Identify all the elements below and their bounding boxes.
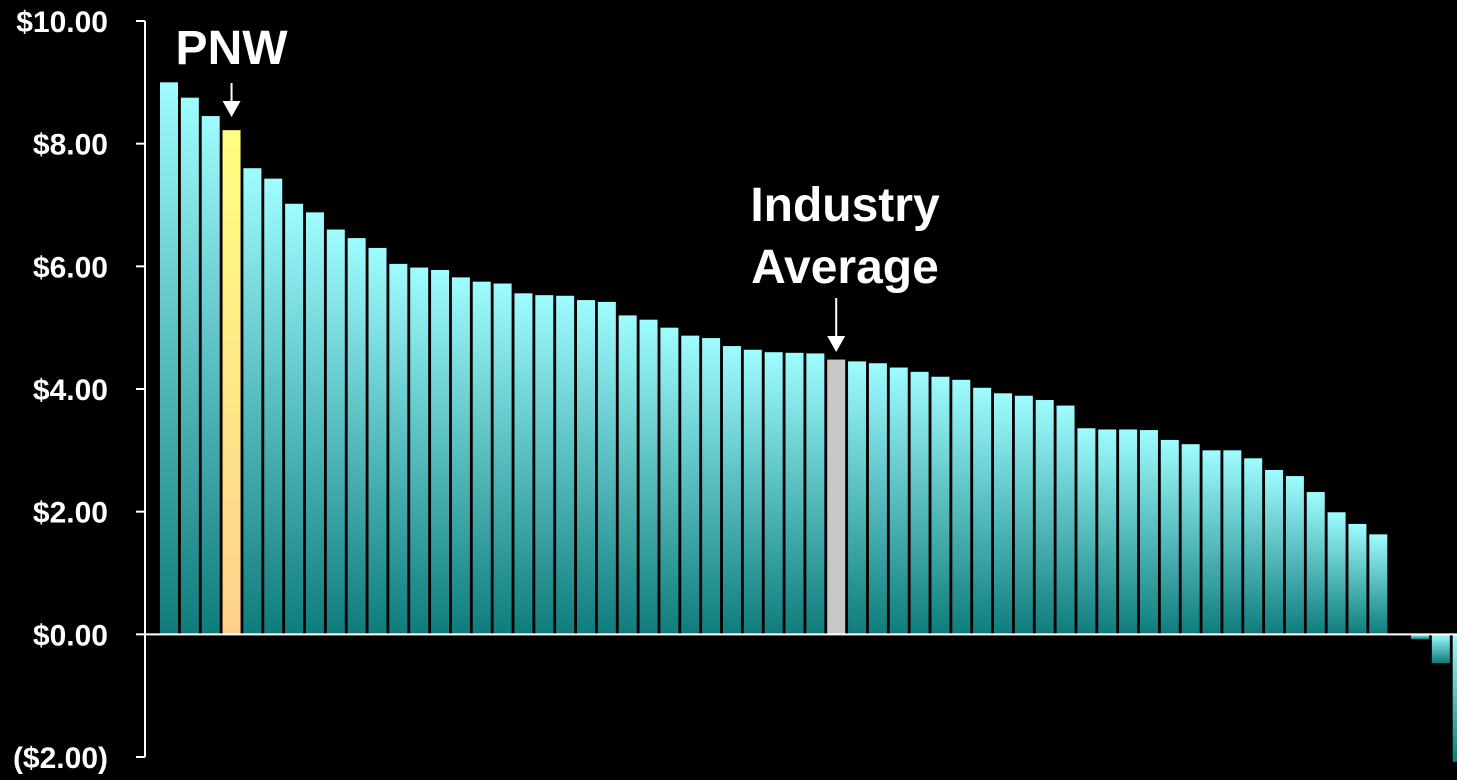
y-tick-label: $4.00 <box>33 374 108 407</box>
bar <box>368 247 387 635</box>
bar <box>618 315 637 635</box>
bar <box>243 168 262 635</box>
bar <box>285 203 304 635</box>
bar <box>785 352 804 635</box>
bar-industry-average <box>827 359 846 635</box>
bar <box>493 283 512 635</box>
labels-group: $10.00 $8.00 $6.00 $4.00 $2.00 $0.00 ($2.00) PN… <box>13 6 940 775</box>
bar <box>305 212 324 635</box>
y-tick-label: $6.00 <box>33 251 108 284</box>
bar <box>1348 523 1367 635</box>
bar <box>848 361 867 635</box>
bar <box>973 387 992 635</box>
bar <box>264 178 283 635</box>
bar <box>431 270 450 635</box>
bar <box>1452 634 1457 762</box>
bar <box>326 229 345 635</box>
annotation-label: PNW <box>176 22 289 75</box>
bar <box>1119 429 1138 635</box>
bar <box>1285 476 1304 635</box>
bar <box>952 379 971 635</box>
bar <box>535 295 554 635</box>
bar <box>764 352 783 635</box>
y-tick-label: $0.00 <box>33 619 108 652</box>
bar <box>910 371 929 635</box>
y-tick-label: $8.00 <box>33 129 108 162</box>
bar <box>931 376 950 635</box>
bar <box>1244 458 1263 635</box>
bar <box>556 295 575 635</box>
annotation-label: Average <box>751 241 939 294</box>
bar <box>868 363 887 635</box>
bar <box>1202 450 1221 635</box>
bar <box>577 300 595 635</box>
bar <box>743 349 762 635</box>
bar <box>994 393 1012 635</box>
bar <box>160 82 178 635</box>
bar <box>1431 634 1450 664</box>
bar <box>681 335 700 635</box>
bar <box>451 277 470 635</box>
y-tick-label: $10.00 <box>16 6 108 39</box>
bar <box>702 338 721 635</box>
bar <box>1035 400 1054 635</box>
bar <box>639 319 658 635</box>
bar <box>1139 430 1158 635</box>
bar <box>1306 492 1325 635</box>
bar <box>180 97 199 635</box>
bar <box>1181 444 1200 635</box>
bar <box>1223 450 1242 635</box>
bar <box>660 327 679 635</box>
bar <box>889 367 908 635</box>
bar <box>1098 429 1117 635</box>
annotation-arrow-icon <box>222 83 241 117</box>
bar <box>472 281 491 635</box>
bar <box>514 293 533 635</box>
bar <box>722 346 741 635</box>
axes-group <box>136 20 1457 758</box>
annotation-arrow-icon <box>827 298 846 352</box>
bar <box>347 238 366 635</box>
bars-group <box>160 82 1457 762</box>
bar <box>201 116 220 635</box>
bar <box>1014 395 1033 635</box>
bar <box>389 263 408 635</box>
bar-pnw <box>222 130 241 635</box>
annotation-label: Industry <box>750 179 940 232</box>
bar <box>1411 634 1429 640</box>
bar <box>1369 534 1388 635</box>
bar <box>410 267 429 635</box>
bar <box>806 353 825 635</box>
bar <box>1077 428 1096 635</box>
bar <box>1056 405 1075 635</box>
y-tick-label: ($2.00) <box>13 742 108 775</box>
bar <box>597 301 616 635</box>
y-tick-label: $2.00 <box>33 497 108 530</box>
bar <box>1327 512 1346 635</box>
bar <box>1265 469 1284 635</box>
bar <box>1160 439 1179 635</box>
